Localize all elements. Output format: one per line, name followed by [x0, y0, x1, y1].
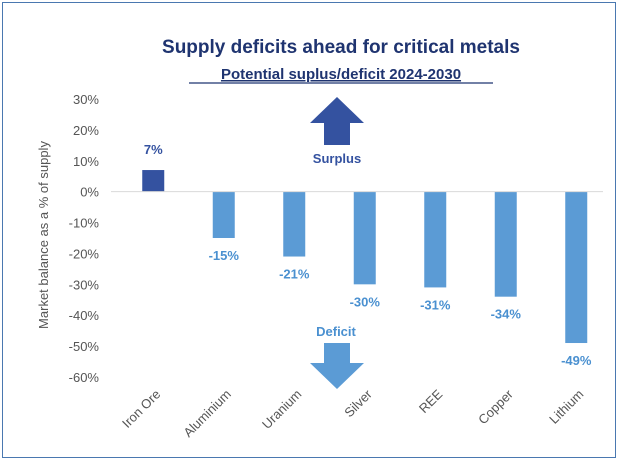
- bar-lithium: [565, 191, 588, 344]
- category-label: Aluminium: [180, 387, 234, 441]
- y-tick-label: -40%: [69, 308, 100, 323]
- data-labels: 7% -15% -21% -30% -31% -34% -49%: [144, 142, 592, 368]
- data-label: -31%: [420, 297, 451, 312]
- category-label: Silver: [341, 386, 375, 420]
- data-label: -21%: [279, 267, 310, 282]
- chart-title: Supply deficits ahead for critical metal…: [162, 37, 520, 58]
- bar-iron-ore: [142, 170, 165, 192]
- deficit-arrow-icon: [310, 343, 364, 389]
- category-label: Uranium: [259, 387, 304, 432]
- bar-copper: [494, 191, 517, 297]
- bar-uranium: [283, 191, 306, 257]
- data-label: -30%: [350, 294, 381, 309]
- chart-subtitle: Potential suplus/deficit 2024-2030: [221, 66, 461, 83]
- bar-aluminium: [212, 191, 235, 238]
- category-label: REE: [416, 386, 446, 416]
- y-tick-label: -20%: [69, 246, 100, 261]
- surplus-label: Surplus: [313, 151, 361, 166]
- chart-frame: Supply deficits ahead for critical metal…: [2, 2, 616, 458]
- y-tick-label: -50%: [69, 339, 100, 354]
- y-tick-label: -60%: [69, 370, 100, 385]
- bar-silver: [353, 191, 376, 285]
- chart-svg: Supply deficits ahead for critical metal…: [36, 37, 603, 440]
- category-labels: Iron Ore Aluminium Uranium Silver REE Copper L…: [119, 386, 586, 440]
- y-tick-label: -10%: [69, 216, 100, 231]
- y-tick-label: 0%: [80, 185, 99, 200]
- deficit-label: Deficit: [316, 324, 356, 339]
- data-label: 7%: [144, 142, 163, 157]
- y-tick-label: 30%: [73, 92, 99, 107]
- bar-ree: [424, 191, 447, 288]
- y-tick-labels: 30% 20% 10% 0% -10% -20% -30% -40% -50% -60%: [69, 92, 100, 385]
- category-label: Copper: [475, 386, 516, 427]
- category-label: Lithium: [546, 387, 586, 427]
- data-label: -15%: [209, 248, 240, 263]
- y-axis-label: Market balance as a % of supply: [36, 141, 51, 329]
- y-tick-label: 10%: [73, 154, 99, 169]
- y-tick-label: -30%: [69, 277, 100, 292]
- bars: [142, 170, 588, 344]
- data-label: -34%: [491, 307, 522, 322]
- y-tick-label: 20%: [73, 123, 99, 138]
- surplus-arrow-icon: [310, 97, 364, 145]
- data-label: -49%: [561, 353, 592, 368]
- category-label: Iron Ore: [119, 387, 163, 431]
